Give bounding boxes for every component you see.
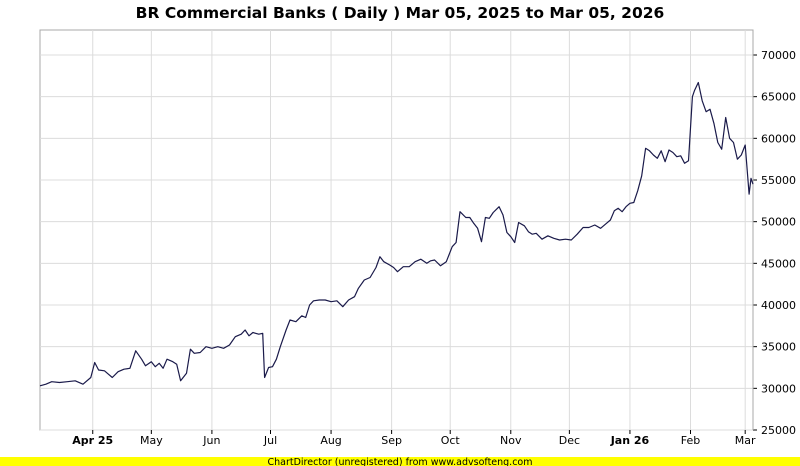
y-tick-label: 25000 (761, 424, 796, 437)
y-tick-label: 45000 (761, 257, 796, 270)
footer-bar (0, 457, 800, 466)
y-tick-label: 70000 (761, 49, 796, 62)
series (39, 81, 754, 387)
y-tick-label: 65000 (761, 91, 796, 104)
x-tick-label: Aug (320, 434, 341, 447)
x-tick-label: Jan 26 (610, 434, 650, 447)
y-tick-label: 50000 (761, 216, 796, 229)
x-tick-label: Sep (381, 434, 402, 447)
chart-title: BR Commercial Banks ( Daily ) Mar 05, 20… (136, 4, 665, 22)
x-tick-label: Feb (681, 434, 700, 447)
price-line (39, 81, 754, 387)
y-tick-label: 60000 (761, 132, 796, 145)
x-tick-label: Mar (735, 434, 756, 447)
x-tick-label: Nov (500, 434, 522, 447)
x-tick-label: Jun (202, 434, 220, 447)
y-tick-label: 40000 (761, 299, 796, 312)
x-tick-label: Dec (559, 434, 580, 447)
footer-credit: ChartDirector (unregistered) from www.ad… (268, 457, 533, 466)
axes: 25000 30000 35000 40000 45000 50000 55000 60000… (72, 30, 796, 447)
x-tick-label: Oct (441, 434, 461, 447)
y-tick-label: 55000 (761, 174, 796, 187)
x-tick-label: May (140, 434, 163, 447)
grid (40, 30, 753, 431)
y-tick-label: 35000 (761, 341, 796, 354)
y-tick-label: 30000 (761, 382, 796, 395)
x-tick-label: Apr 25 (72, 434, 113, 447)
x-tick-label: Jul (263, 434, 277, 447)
plot-area (39, 29, 754, 431)
